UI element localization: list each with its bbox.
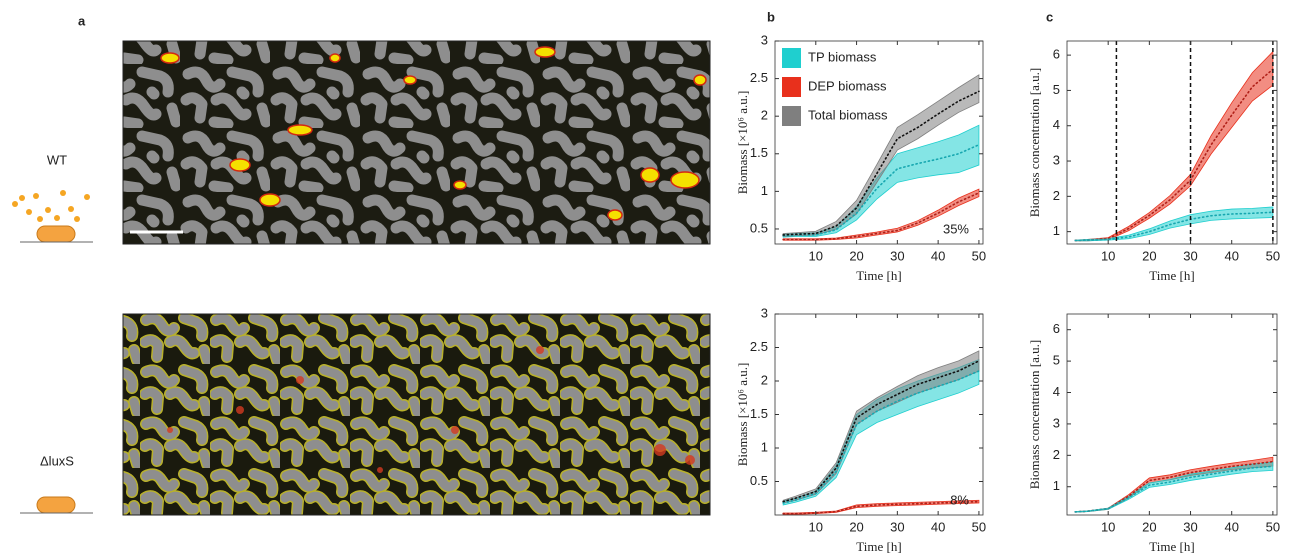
x-tick-label: 20: [1142, 519, 1156, 534]
y-tick-label: 0.5: [750, 473, 768, 488]
x-tick-label: 30: [1183, 248, 1197, 263]
panel-label: b: [767, 9, 775, 24]
plot-area: [783, 351, 979, 514]
figure: a b c WT ΔluxS 10 20 30 40 50 0.5 1 1.5 2 2.5 3 Tim…: [0, 0, 1293, 558]
micrograph: [123, 41, 710, 244]
x-tick-label: 30: [890, 248, 904, 263]
y-tick-label: 4: [1053, 384, 1060, 399]
y-tick-label: 3: [1053, 415, 1060, 430]
y-tick-label: 2: [761, 108, 768, 123]
legend-swatch: [782, 77, 801, 97]
x-tick-label: 30: [890, 519, 904, 534]
confidence-band: [783, 125, 979, 237]
y-tick-label: 2.5: [750, 339, 768, 354]
y-tick-label: 6: [1053, 47, 1060, 62]
y-axis-label: Biomass concentration [a.u.]: [1027, 68, 1042, 217]
panel-label: c: [1046, 9, 1053, 24]
y-tick-label: 1.5: [750, 406, 768, 421]
strain-label: ΔluxS: [40, 453, 74, 468]
axes-frame: [1067, 314, 1277, 515]
legend-swatch: [782, 48, 801, 68]
y-tick-label: 1: [761, 439, 768, 454]
x-tick-label: 20: [849, 248, 863, 263]
y-tick-label: 0.5: [750, 220, 768, 235]
annotation: 35%: [943, 221, 969, 236]
x-tick-label: 50: [1266, 248, 1280, 263]
x-axis-label: Time [h]: [856, 539, 901, 554]
x-tick-label: 20: [1142, 248, 1156, 263]
y-tick-label: 6: [1053, 321, 1060, 336]
x-tick-label: 40: [931, 519, 945, 534]
y-tick-label: 2: [1053, 188, 1060, 203]
y-tick-label: 3: [761, 305, 768, 320]
y-axis-label: Biomass [×10⁶ a.u.]: [735, 363, 750, 467]
x-tick-label: 40: [1224, 519, 1238, 534]
annotation: 8%: [950, 492, 969, 507]
x-tick-label: 20: [849, 519, 863, 534]
y-tick-label: 2.5: [750, 70, 768, 85]
x-tick-label: 40: [931, 248, 945, 263]
y-tick-label: 4: [1053, 117, 1060, 132]
micrograph: [123, 314, 710, 515]
legend-label: Total biomass: [808, 107, 888, 122]
y-tick-label: 1: [761, 183, 768, 198]
strain-label: WT: [47, 152, 67, 167]
x-tick-label: 10: [809, 248, 823, 263]
cell-icon: [12, 190, 93, 242]
y-tick-label: 5: [1053, 353, 1060, 368]
cell-icon: [20, 497, 93, 513]
legend-swatch: [782, 106, 801, 126]
panel-label: a: [78, 13, 86, 28]
x-tick-label: 50: [972, 519, 986, 534]
y-tick-label: 1.5: [750, 145, 768, 160]
y-tick-label: 2: [1053, 447, 1060, 462]
y-tick-label: 2: [761, 372, 768, 387]
plot-area: [1075, 52, 1273, 241]
x-tick-label: 50: [972, 248, 986, 263]
legend-label: DEP biomass: [808, 78, 887, 93]
x-tick-label: 30: [1183, 519, 1197, 534]
x-axis-label: Time [h]: [1149, 539, 1194, 554]
y-tick-label: 1: [1053, 223, 1060, 238]
y-tick-label: 5: [1053, 82, 1060, 97]
x-tick-label: 50: [1266, 519, 1280, 534]
y-axis-label: Biomass concentration [a.u.]: [1027, 340, 1042, 489]
y-axis-label: Biomass [×10⁶ a.u.]: [735, 91, 750, 195]
y-tick-label: 1: [1053, 478, 1060, 493]
x-tick-label: 10: [1101, 519, 1115, 534]
x-tick-label: 40: [1224, 248, 1238, 263]
legend-label: TP biomass: [808, 49, 877, 64]
x-axis-label: Time [h]: [856, 268, 901, 283]
y-tick-label: 3: [761, 32, 768, 47]
plot-area: [783, 75, 979, 240]
y-tick-label: 3: [1053, 152, 1060, 167]
x-axis-label: Time [h]: [1149, 268, 1194, 283]
x-tick-label: 10: [809, 519, 823, 534]
x-tick-label: 10: [1101, 248, 1115, 263]
plot-area: [1075, 457, 1273, 512]
